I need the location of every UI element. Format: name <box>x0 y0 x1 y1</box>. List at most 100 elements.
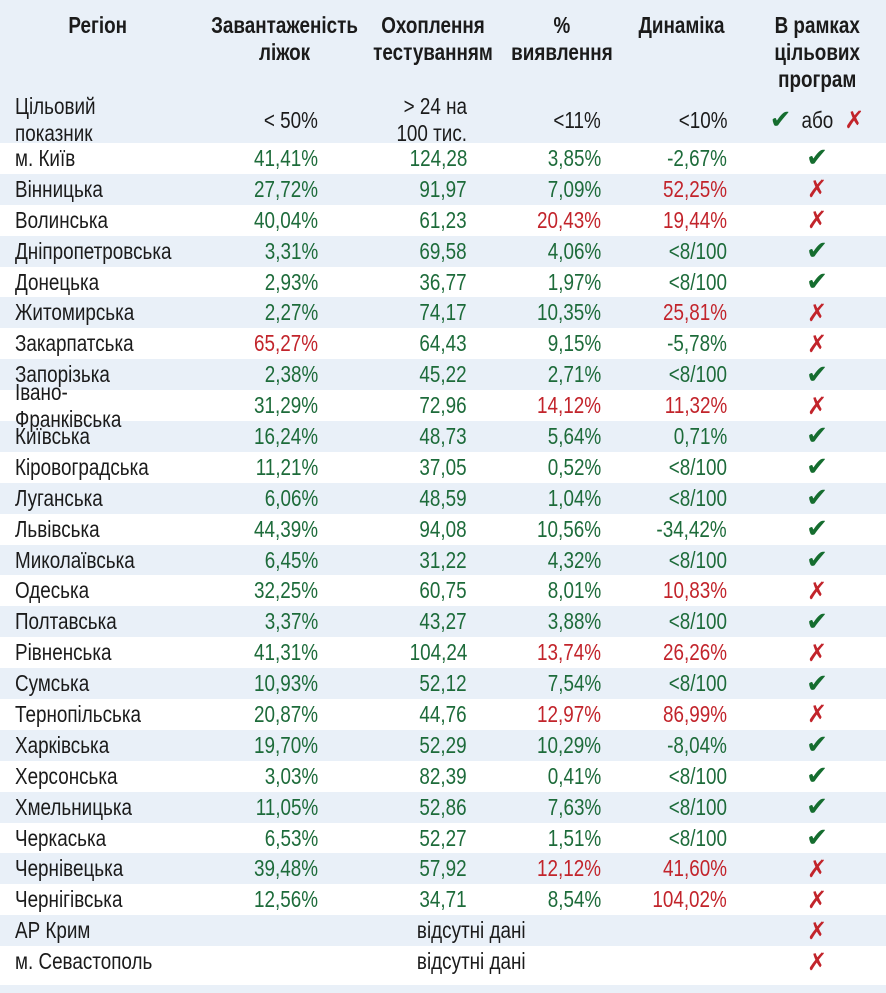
testing-value-cell: 52,12 <box>360 670 500 697</box>
table-row: Миколаївська 6,45% 31,22 4,32% <8/100 ✔ <box>0 544 886 576</box>
column-header-detection: % виявлення <box>511 12 613 65</box>
beds-value-cell: 19,70% <box>195 732 360 759</box>
dynamics-value: <8/100 <box>668 361 727 388</box>
testing-value-cell: 61,23 <box>360 207 500 234</box>
region-name: АР Крим <box>15 917 91 944</box>
dynamics-value: <8/100 <box>668 453 727 480</box>
status-cell: ✔ <box>748 794 886 820</box>
table-row: м. Київ 41,41% 124,28 3,85% -2,67% ✔ <box>0 143 886 174</box>
testing-value: 34,71 <box>419 886 467 913</box>
beds-value: 32,25% <box>254 577 318 604</box>
dynamics-value: <8/100 <box>668 670 727 697</box>
detection-value: 8,54% <box>547 886 601 913</box>
no-data-cell: відсутні дані <box>195 948 748 975</box>
status-cell: ✗ <box>748 641 886 665</box>
region-name-cell: Харківська <box>0 732 195 759</box>
beds-value: 44,39% <box>254 515 318 542</box>
testing-value: 61,23 <box>419 206 467 233</box>
testing-value: 43,27 <box>419 608 467 635</box>
testing-value: 52,12 <box>419 670 467 697</box>
testing-value: 82,39 <box>419 762 467 789</box>
dynamics-value-cell: 11,32% <box>615 392 748 419</box>
region-name: Рівненська <box>15 639 112 666</box>
beds-value-cell: 40,04% <box>195 207 360 234</box>
testing-value: 52,86 <box>419 793 467 820</box>
detection-value-cell: 4,06% <box>500 238 615 265</box>
detection-value: 4,32% <box>547 546 601 573</box>
testing-value: 124,28 <box>409 144 467 171</box>
dynamics-value-cell: 0,71% <box>615 423 748 450</box>
status-cell: ✔ <box>748 485 886 511</box>
region-name-cell: Полтавська <box>0 608 195 635</box>
detection-value-cell: 1,51% <box>500 825 615 852</box>
table-row: Житомирська 2,27% 74,17 10,35% 25,81% ✗ <box>0 297 886 329</box>
status-cell: ✗ <box>748 888 886 912</box>
region-name-cell: Тернопільська <box>0 701 195 728</box>
testing-value-cell: 124,28 <box>360 145 500 172</box>
target-row-label: Цільовий показник <box>15 93 96 146</box>
detection-value-cell: 3,85% <box>500 145 615 172</box>
dynamics-value-cell: 104,02% <box>615 886 748 913</box>
check-icon: ✔ <box>806 668 828 699</box>
dynamics-value: -8,04% <box>667 731 727 758</box>
cross-icon: ✗ <box>806 329 828 358</box>
status-cell: ✔ <box>748 609 886 635</box>
check-icon: ✔ <box>806 421 828 452</box>
region-name: Сумська <box>15 670 90 697</box>
detection-value: 9,15% <box>547 330 601 357</box>
detection-value-cell: 12,97% <box>500 701 615 728</box>
dynamics-value: <8/100 <box>668 608 727 635</box>
table-header: Регіон Завантаженість ліжок Охоплення те… <box>0 0 886 146</box>
region-name: Черкаська <box>15 824 107 851</box>
testing-value-cell: 34,71 <box>360 886 500 913</box>
beds-value: 2,27% <box>264 299 318 326</box>
beds-value: 12,56% <box>254 886 318 913</box>
cross-icon: ✗ <box>844 106 865 134</box>
cross-icon: ✗ <box>806 391 828 420</box>
dynamics-value-cell: -5,78% <box>615 330 748 357</box>
beds-value: 6,53% <box>264 824 318 851</box>
check-icon: ✔ <box>769 105 792 135</box>
testing-value-cell: 94,08 <box>360 516 500 543</box>
dynamics-value-cell: <8/100 <box>615 670 748 697</box>
beds-value: 2,38% <box>264 361 318 388</box>
detection-value-cell: 10,35% <box>500 299 615 326</box>
testing-value-cell: 104,24 <box>360 639 500 666</box>
detection-value: 5,64% <box>547 422 601 449</box>
detection-value-cell: 7,54% <box>500 670 615 697</box>
cross-icon: ✗ <box>806 916 828 945</box>
testing-value: 45,22 <box>419 361 467 388</box>
testing-value: 48,73 <box>419 422 467 449</box>
beds-value: 6,06% <box>264 484 318 511</box>
column-header-region: Регіон <box>68 12 127 38</box>
testing-value: 31,22 <box>419 546 467 573</box>
beds-value-cell: 6,06% <box>195 485 360 512</box>
dynamics-value-cell: <8/100 <box>615 547 748 574</box>
region-name-cell: м. Севастополь <box>0 948 195 975</box>
status-cell: ✗ <box>748 857 886 881</box>
cross-icon: ✗ <box>806 175 828 204</box>
status-cell: ✗ <box>748 208 886 232</box>
beds-value-cell: 31,29% <box>195 392 360 419</box>
beds-value-cell: 41,31% <box>195 639 360 666</box>
testing-value-cell: 52,27 <box>360 825 500 852</box>
beds-value-cell: 2,93% <box>195 269 360 296</box>
status-cell: ✔ <box>748 269 886 295</box>
detection-value-cell: 13,74% <box>500 639 615 666</box>
status-cell: ✔ <box>748 671 886 697</box>
dynamics-value: <8/100 <box>668 824 727 851</box>
column-header-program: В рамках цільових програм <box>774 12 860 92</box>
beds-value-cell: 3,37% <box>195 608 360 635</box>
no-data-cell: відсутні дані <box>195 917 748 944</box>
status-cell: ✔ <box>748 362 886 388</box>
beds-value-cell: 16,24% <box>195 423 360 450</box>
testing-value-cell: 48,73 <box>360 423 500 450</box>
dynamics-value-cell: 10,83% <box>615 577 748 604</box>
dynamics-value: 41,60% <box>663 855 727 882</box>
detection-value-cell: 0,41% <box>500 763 615 790</box>
detection-value-cell: 4,32% <box>500 547 615 574</box>
region-name: Кіровоградська <box>15 453 149 480</box>
region-name-cell: Миколаївська <box>0 547 195 574</box>
region-name: Чернігівська <box>15 886 123 913</box>
